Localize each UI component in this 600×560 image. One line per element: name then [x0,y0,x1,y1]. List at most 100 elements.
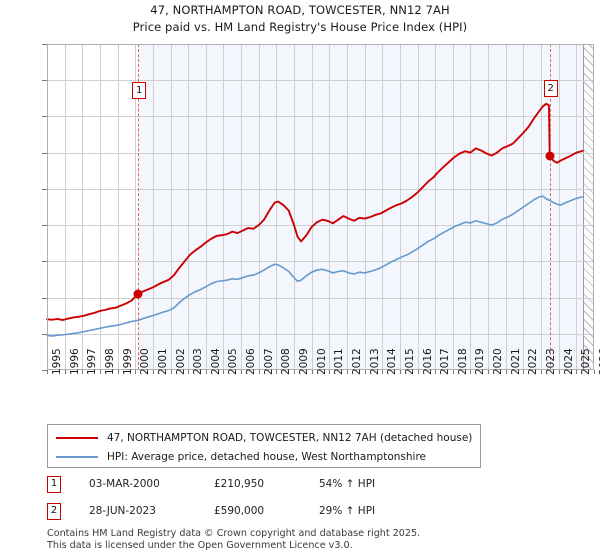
gridline-vertical [541,44,543,370]
transaction-price-2: £590,000 [214,505,265,517]
gridline-vertical [117,44,119,370]
x-axis-label: 2010 [315,348,328,375]
gridline-vertical [346,44,348,370]
transaction-date-2: 28-JUN-2023 [89,505,156,517]
x-axis-label: 2000 [139,348,152,375]
gridline-vertical [470,44,472,370]
x-axis-label: 1998 [103,348,116,375]
x-axis-tick [82,370,84,374]
x-axis-label: 2025 [580,348,593,375]
gridline-vertical [576,44,578,370]
gridline-vertical [135,44,137,370]
x-axis-label: 2021 [509,348,522,375]
y-axis-tick [42,152,47,154]
footer-line-1: Contains HM Land Registry data © Crown c… [47,528,421,539]
gridline-horizontal [47,188,594,190]
x-axis-label: 2024 [562,348,575,375]
shaded-ownership-band [138,44,583,370]
gridline-vertical [452,44,454,370]
gridline-vertical [188,44,190,370]
x-axis-tick [594,370,595,374]
gridline-vertical [435,44,437,370]
annotation-marker-2[interactable]: 2 [543,80,558,97]
x-axis-tick [435,370,437,374]
x-axis-label: 2013 [368,348,381,375]
gridline-vertical [329,44,331,370]
title-line-1: 47, NORTHAMPTON ROAD, TOWCESTER, NN12 7A… [150,3,450,17]
gridline-horizontal [47,225,594,227]
x-axis-label: 2002 [174,348,187,375]
x-axis-label: 1995 [51,348,63,375]
y-axis-tick [42,261,47,263]
x-axis-label: 2012 [350,348,363,375]
transaction-price-1: £210,950 [214,478,265,490]
gridline-horizontal [47,116,594,118]
x-axis-tick [470,370,472,374]
x-axis-label: 2015 [403,348,416,375]
x-axis-label: 2014 [386,348,399,375]
x-axis-tick [417,370,419,374]
gridline-vertical [311,44,313,370]
x-axis-label: 2011 [333,348,346,375]
x-axis-label: 2020 [492,348,505,375]
x-axis-label: 2006 [245,348,258,375]
x-axis-tick [47,370,48,374]
line-hpi [46,195,584,337]
x-axis-tick [99,370,101,374]
annotation-point-2[interactable] [545,151,555,161]
x-axis-label: 1999 [121,348,134,375]
line-price-paid [46,102,584,321]
x-axis-tick [276,370,278,374]
transaction-hpi-1: 54% ↑ HPI [319,478,376,490]
gridline-vertical [294,44,296,370]
x-axis-label: 2005 [227,348,240,375]
x-axis-tick [452,370,454,374]
x-axis-label: 2019 [474,348,487,375]
gridline-vertical [382,44,384,370]
gridline-vertical [258,44,260,370]
legend-item-hpi: HPI: Average price, detached house, West… [56,448,426,466]
x-axis-tick [541,370,543,374]
x-axis-label: 1996 [68,348,81,375]
gridline-horizontal [47,152,594,154]
x-axis-tick [576,370,578,374]
gridline-vertical [152,44,154,370]
gridline-vertical [170,44,172,370]
annotation-marker-1[interactable]: 1 [132,82,147,99]
x-axis-tick [241,370,243,374]
x-axis-tick [364,370,366,374]
annotation-point-1[interactable] [133,289,143,299]
y-axis-tick [42,80,47,82]
x-axis-tick [399,370,401,374]
legend-label-hpi: HPI: Average price, detached house, West… [107,451,426,463]
no-data-divider [582,44,584,370]
x-axis-tick [346,370,348,374]
x-axis-label: 2004 [209,348,222,375]
x-axis-tick [488,370,490,374]
gridline-vertical [364,44,366,370]
x-axis-label: 2016 [421,348,434,375]
x-axis-tick [329,370,331,374]
legend-swatch-hpi [56,456,98,458]
x-axis-tick [311,370,313,374]
annotation-line-1 [138,44,140,370]
x-axis-tick [152,370,154,374]
no-data-hatched-region [582,44,594,370]
x-axis-label: 2001 [156,348,169,375]
y-axis-tick [42,116,47,118]
legend-box: 47, NORTHAMPTON ROAD, TOWCESTER, NN12 7A… [47,424,481,468]
chart-plot-area: 12 £0£100K£200K£300K£400K£500K£600K£700K… [42,44,600,375]
x-axis-tick [523,370,525,374]
footer-line-2: This data is licensed under the Open Gov… [47,539,353,551]
gridline-horizontal [47,80,594,82]
x-axis-label: 2022 [527,348,540,375]
y-axis-tick [42,370,47,371]
transaction-badge-1: 1 [47,476,61,493]
gridline-vertical [488,44,490,370]
x-axis-label: 2018 [456,348,469,375]
x-axis-tick [170,370,172,374]
x-axis-tick [205,370,207,374]
gridline-horizontal [47,297,594,299]
x-axis-tick [135,370,137,374]
gridline-vertical [99,44,101,370]
